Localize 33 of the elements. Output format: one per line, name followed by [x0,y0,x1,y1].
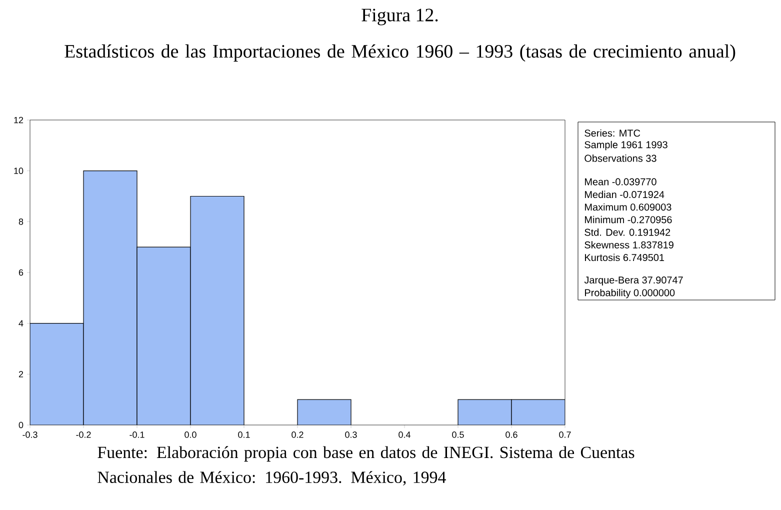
y-tick-label: 2 [18,371,24,378]
text: Observations 33 [584,154,656,162]
y-tick-label: 10 [14,168,24,174]
x-tick-label: 0.2 [292,432,304,438]
text: Probability 0.000000 [585,288,675,298]
y-tick-label: 4 [18,320,24,326]
text: Series: MTC [584,129,640,137]
x-tick-label: 0.4 [398,432,410,438]
y-tick-label: 8 [18,218,24,225]
text: Std. Dev. 0.191942 [584,228,670,236]
x-tick-label: 0.7 [559,432,571,438]
x-tick-label: 0.0 [184,432,196,438]
x-tick-label: -0.2 [76,432,91,438]
text: Mean -0.039770 [585,178,656,186]
text: Skewness 1.837819 [584,241,674,248]
source-note: Fuente: Elaboración propia con base en datos de INEGI. Sistema de Cuentas Nacionales de México: 1960-1993. México, 1994 [98,446,634,486]
x-tick-label: -0.1 [130,432,144,438]
chart-title: Figura 12. [362,8,438,26]
text: Sample 1961 1993 [584,140,668,150]
y-tick-label: 6 [18,269,24,276]
y-tick-label: 12 [14,116,24,124]
chart-subtitle: Estadísticos de las Importaciones de México 1960 – 1993 (tasas de crecimiento anual) [64,44,736,62]
x-tick-label: 0.6 [506,432,518,438]
text: Maximum 0.609003 [585,203,672,211]
x-tick-label: 0.1 [238,432,250,438]
text: Kurtosis 6.749501 [585,254,664,262]
text: Minimum -0.270956 [585,216,672,224]
x-tick-label: -0.3 [22,432,38,438]
text: Median -0.071924 [585,190,664,198]
text: Jarque-Bera 37.90747 [584,276,683,286]
y-tick-label: 0 [18,422,24,428]
x-tick-label: 0.3 [345,432,357,438]
x-tick-label: 0.5 [452,432,464,438]
